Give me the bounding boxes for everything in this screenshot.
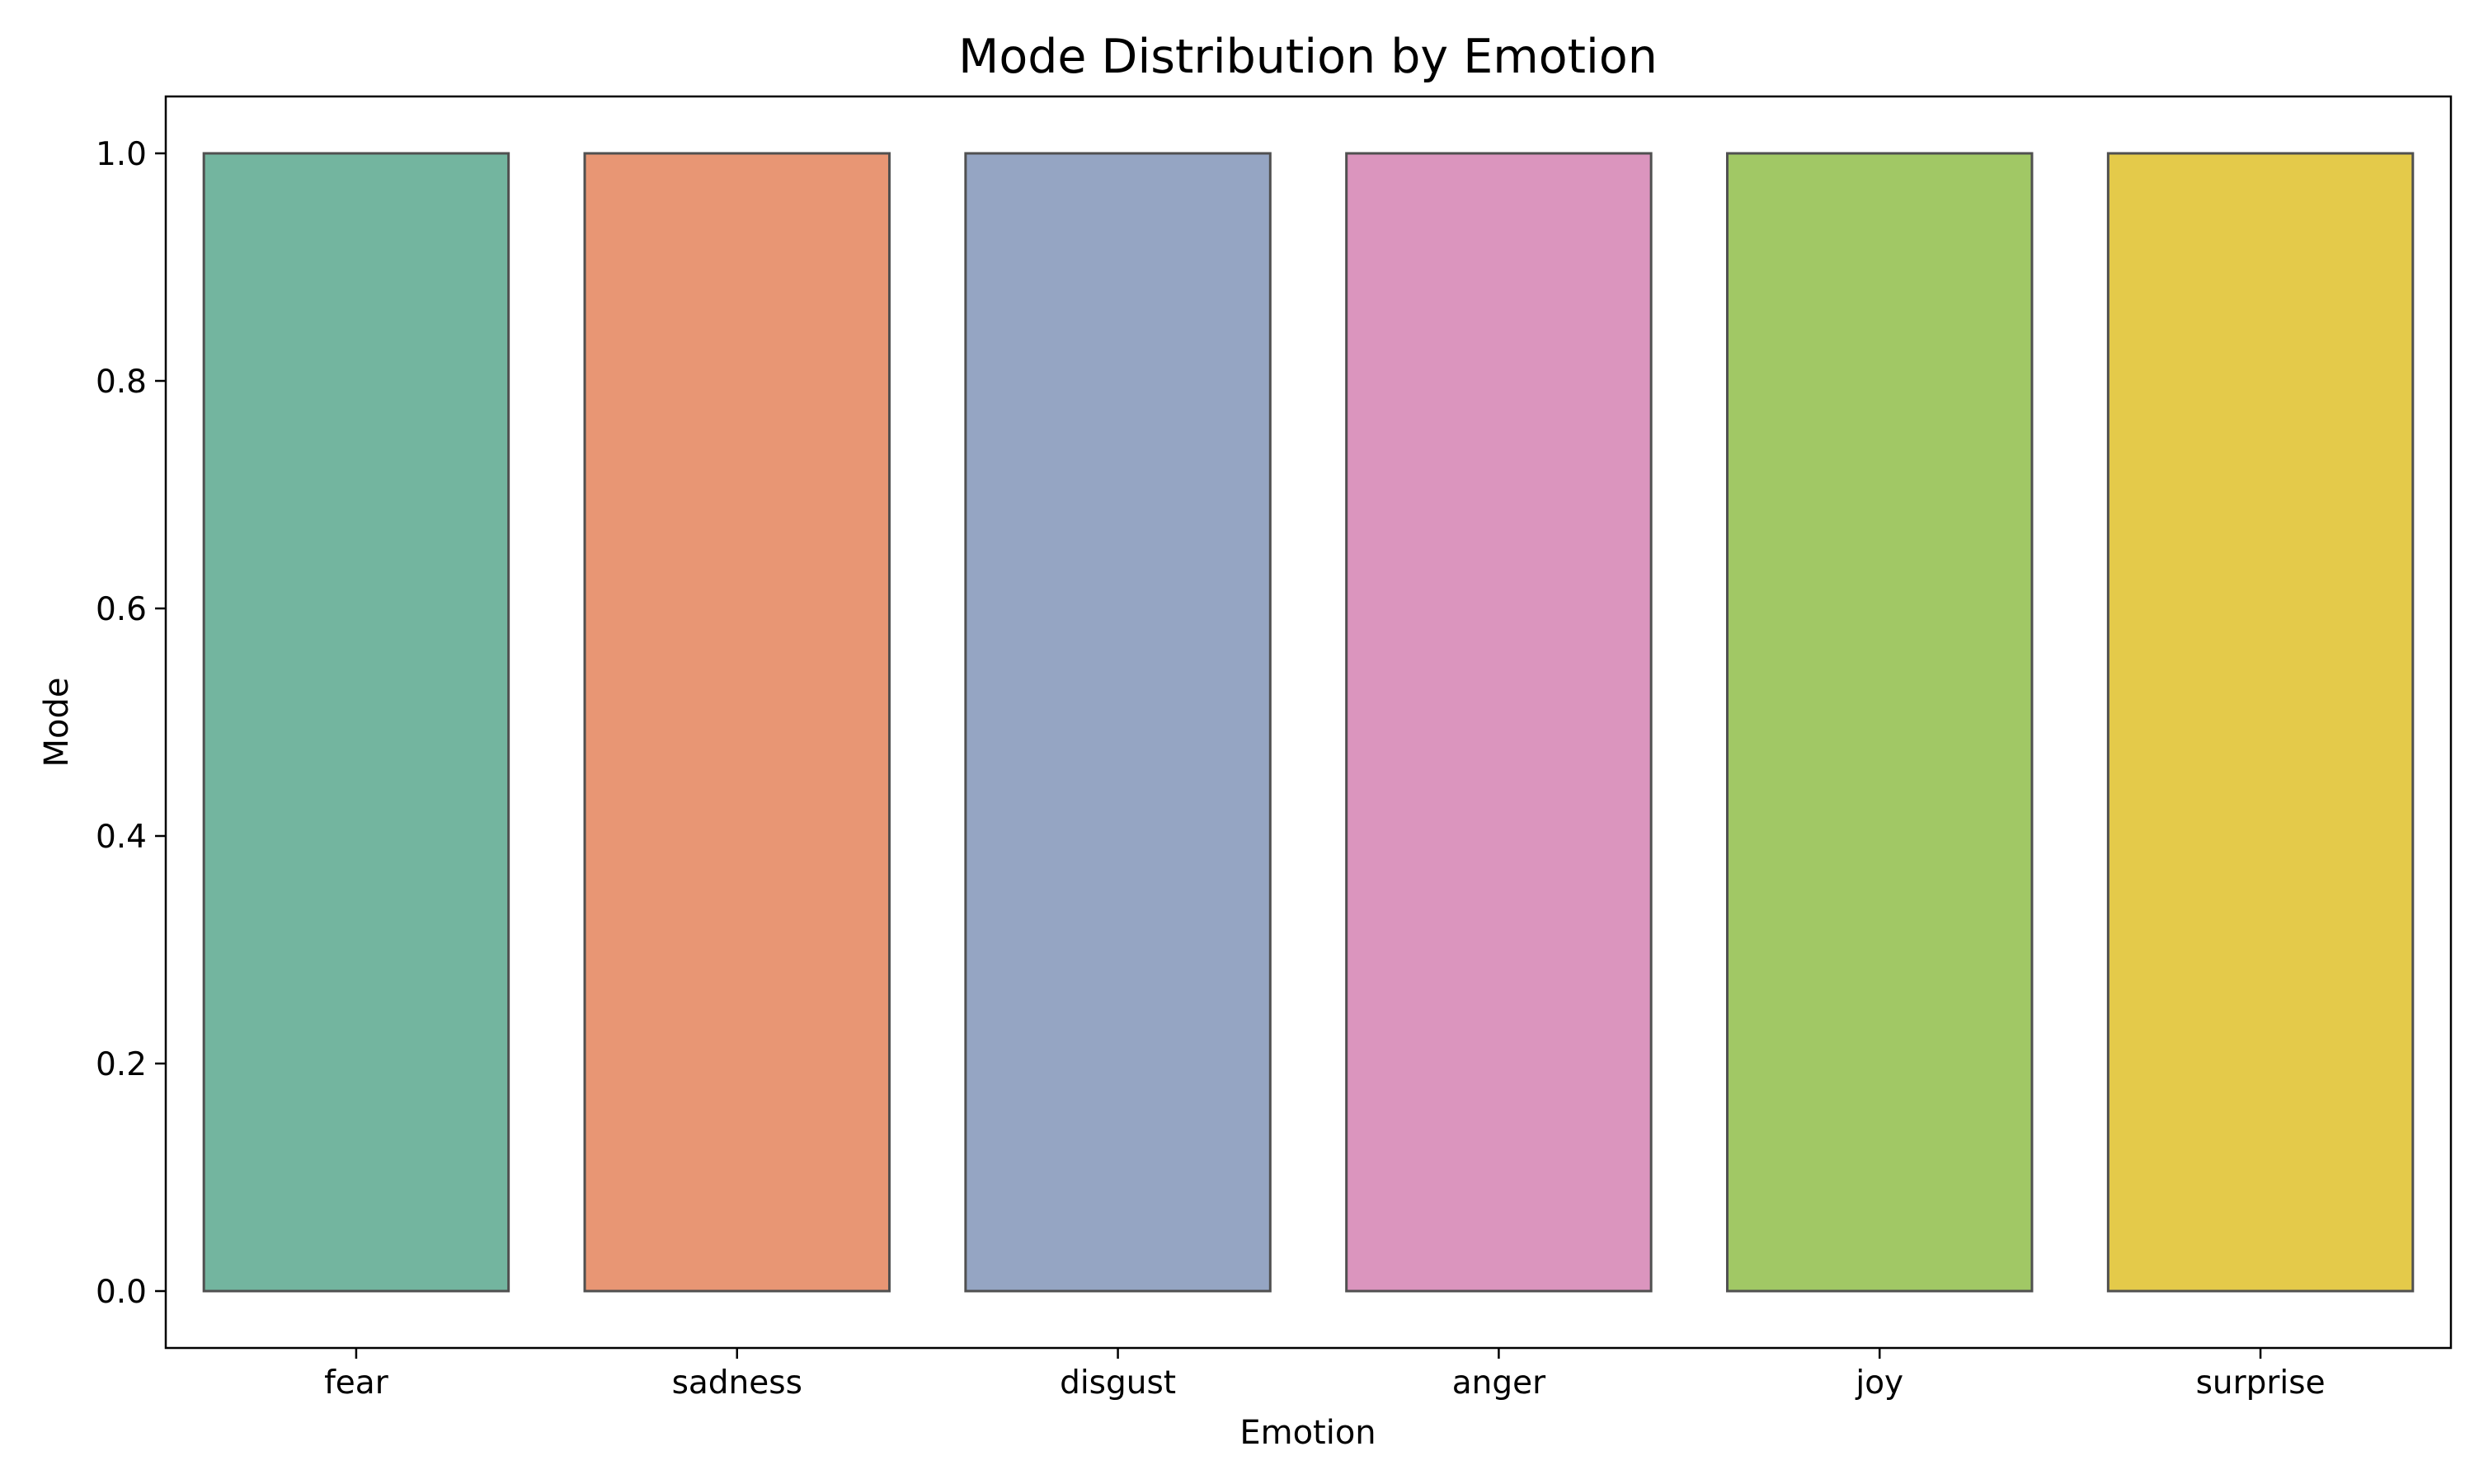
x-axis-ticks: fear sadness disgust anger joy surprise <box>324 1348 2326 1402</box>
bar-fear <box>202 152 510 1293</box>
y-tick-label: 0.0 <box>96 1274 147 1311</box>
y-tick-label: 0.2 <box>96 1046 147 1083</box>
bar-disgust <box>964 152 1272 1293</box>
y-tick-label: 0.8 <box>96 364 147 401</box>
y-tick-label: 1.0 <box>96 136 147 173</box>
y-axis-ticks: 0.0 0.2 0.4 0.6 0.8 1.0 <box>96 136 166 1311</box>
bar-anger <box>1345 152 1653 1293</box>
chart-title: Mode Distribution by Emotion <box>958 30 1658 84</box>
bar-surprise <box>2106 152 2415 1293</box>
x-tick-label-disgust: disgust <box>1060 1364 1176 1402</box>
y-tick-label: 0.4 <box>96 819 147 856</box>
x-tick-label-sadness: sadness <box>672 1364 802 1402</box>
x-tick-label-surprise: surprise <box>2196 1364 2326 1402</box>
x-axis-label: Emotion <box>1239 1414 1376 1452</box>
bar-joy <box>1726 152 2034 1293</box>
bars-layer <box>202 152 2415 1293</box>
plot-area-frame <box>164 95 2453 1350</box>
y-axis-label: Mode <box>38 678 76 768</box>
x-tick-label-joy: joy <box>1855 1364 1903 1402</box>
bar-sadness <box>583 152 891 1293</box>
x-tick-label-anger: anger <box>1452 1364 1546 1402</box>
y-tick-label: 0.6 <box>96 591 147 628</box>
x-tick-label-fear: fear <box>324 1364 389 1402</box>
